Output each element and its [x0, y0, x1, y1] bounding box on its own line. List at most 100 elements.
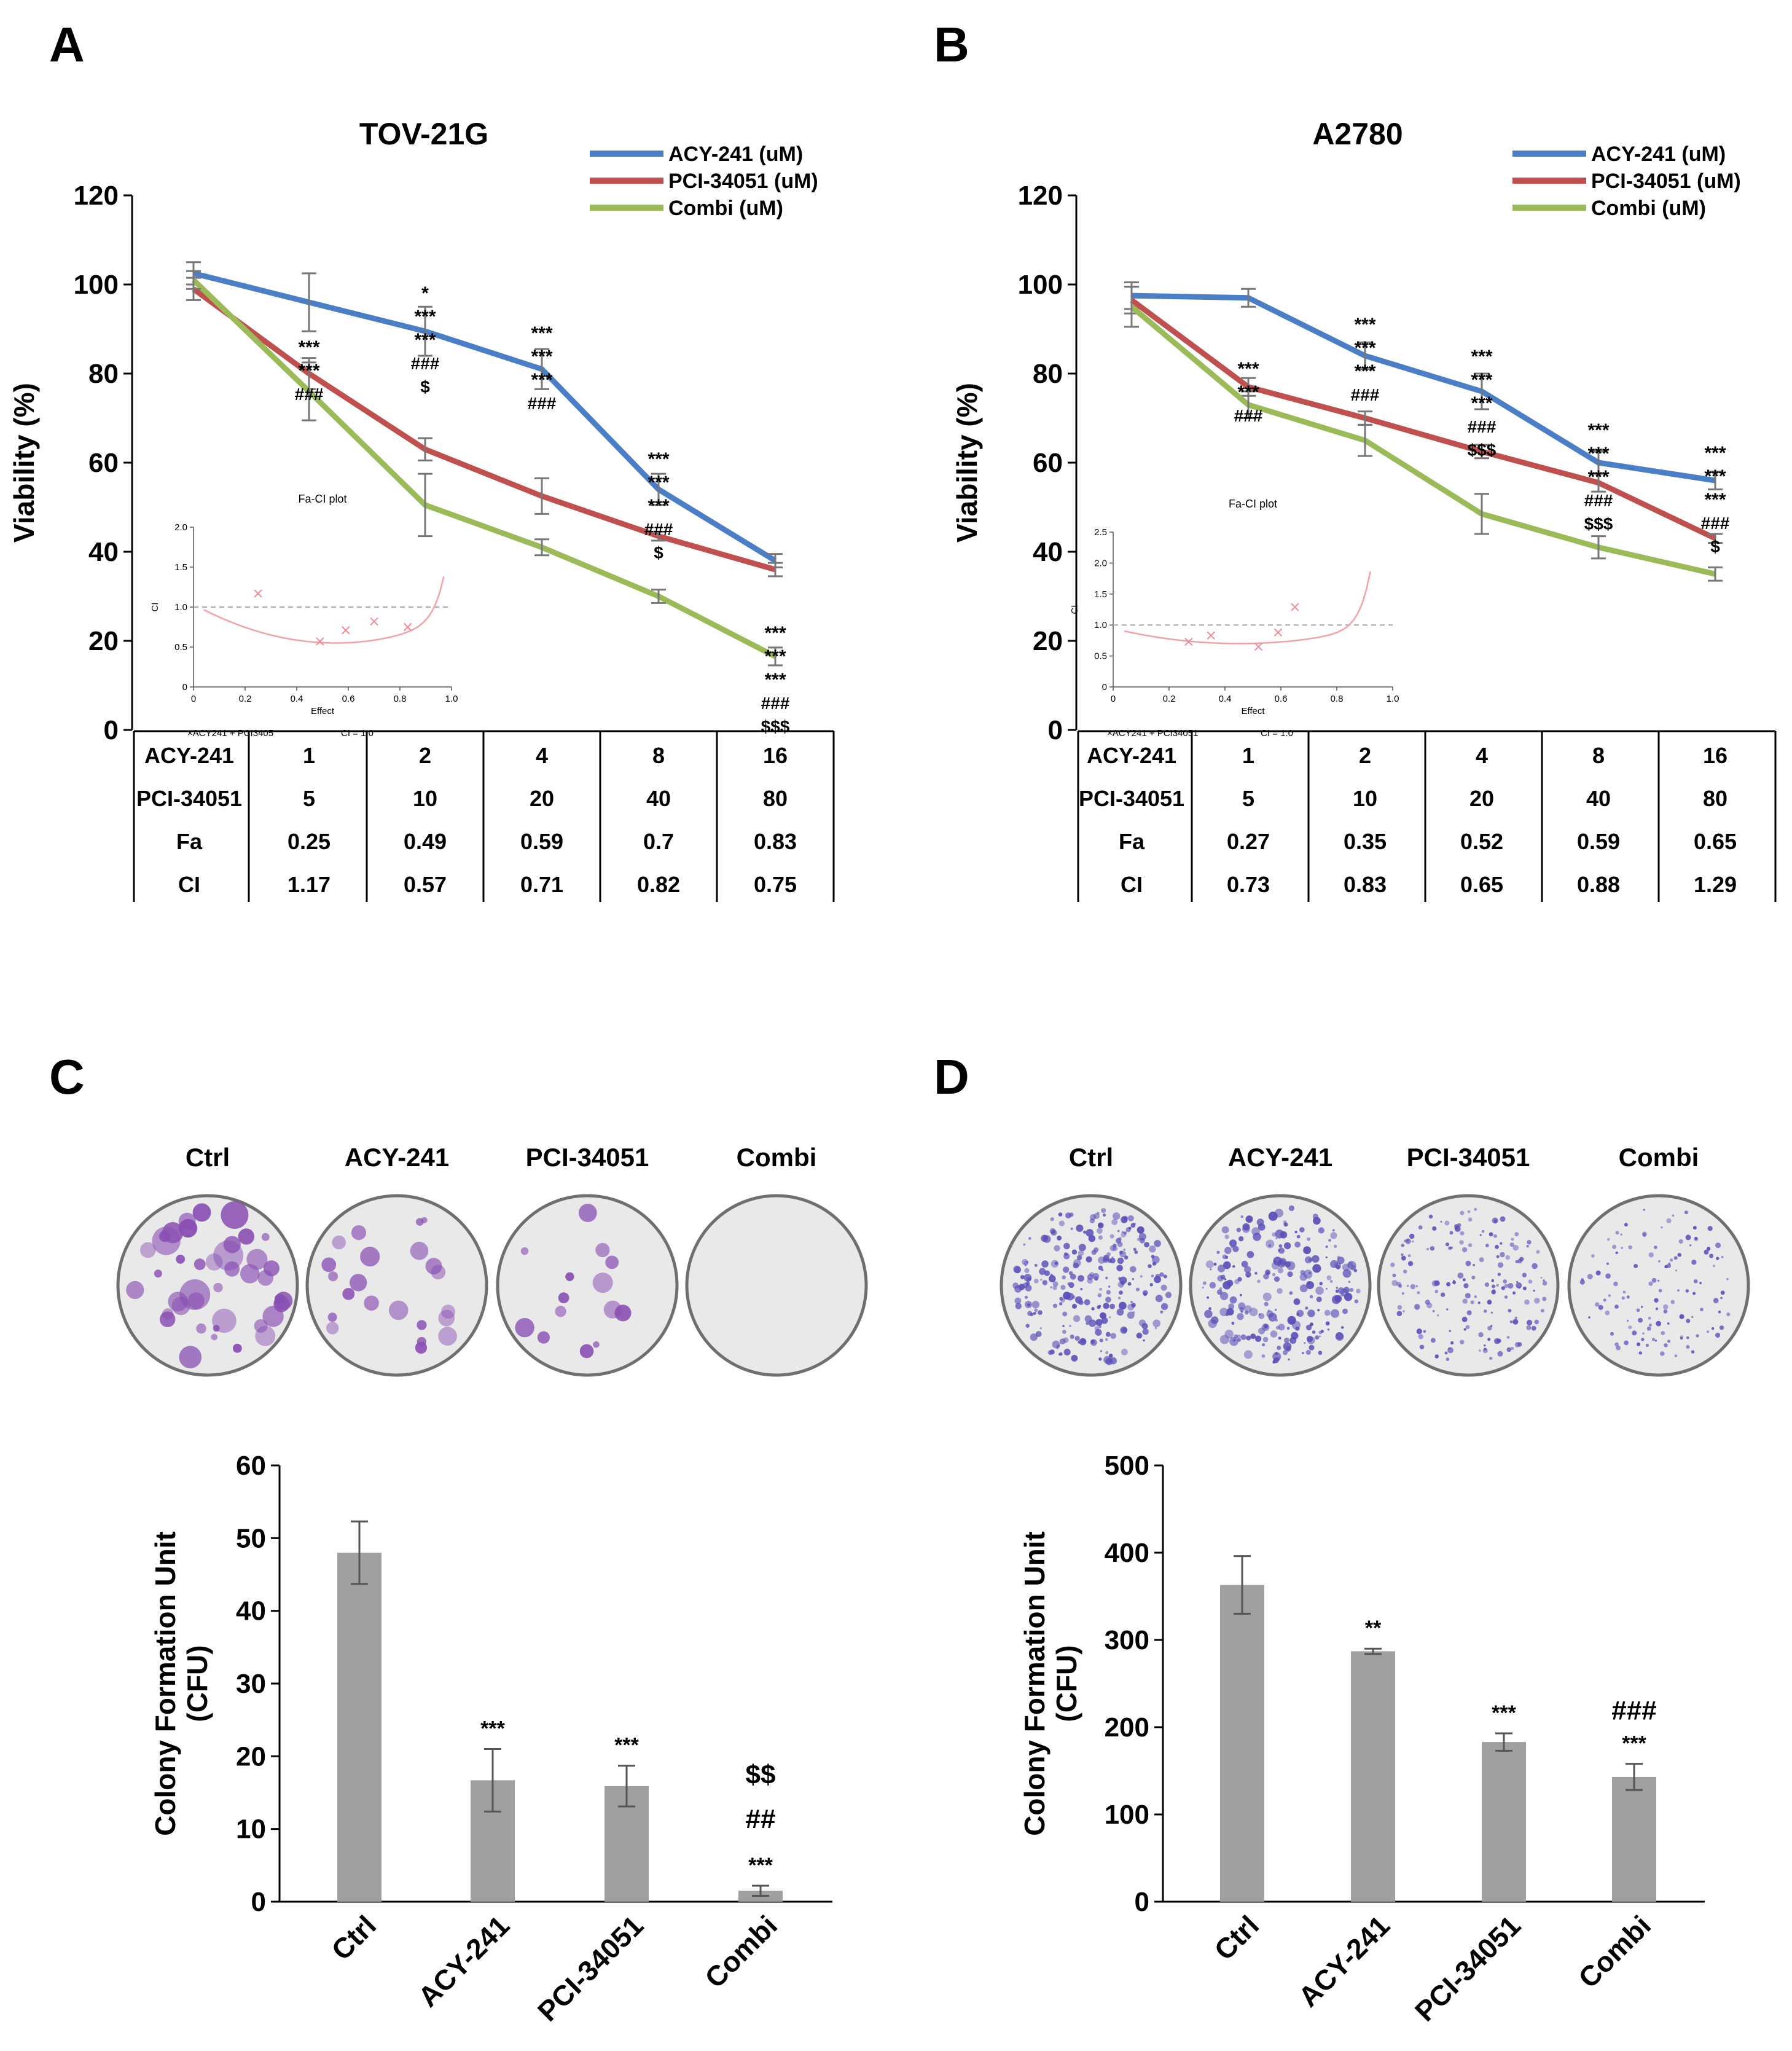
significance-annotation: ***	[1622, 1732, 1646, 1755]
colony	[1286, 1261, 1296, 1271]
colony	[1304, 1342, 1306, 1344]
dish-label-0: Ctrl	[1069, 1143, 1113, 1172]
colony	[1076, 1255, 1082, 1260]
table-cell: 4	[1476, 743, 1488, 768]
colony	[1078, 1250, 1084, 1257]
colony	[1715, 1332, 1721, 1338]
colony	[1231, 1322, 1235, 1325]
colony	[1307, 1281, 1311, 1285]
panel-letter-d: D	[934, 1049, 969, 1104]
colony	[1434, 1354, 1439, 1359]
colony	[1071, 1355, 1078, 1362]
colony	[154, 1269, 162, 1278]
colony	[1062, 1330, 1066, 1335]
colony	[1479, 1234, 1482, 1236]
colony	[1315, 1335, 1320, 1340]
error-bar	[1474, 493, 1489, 535]
colony	[1139, 1237, 1145, 1244]
table-cell: 0.25	[288, 829, 331, 854]
colony	[1595, 1270, 1601, 1276]
colony	[1050, 1217, 1054, 1222]
colony	[1667, 1322, 1670, 1325]
colony	[1278, 1324, 1285, 1331]
colony	[1042, 1280, 1048, 1285]
colony	[1229, 1336, 1238, 1346]
colony	[342, 1288, 355, 1300]
colony	[1414, 1304, 1420, 1310]
y-tick-label: 80	[1033, 359, 1063, 389]
y-axis-label: Viability (%)	[8, 383, 40, 543]
inset-data-point	[403, 622, 412, 632]
colony	[1440, 1220, 1442, 1223]
colony	[1109, 1357, 1117, 1365]
colony	[1614, 1304, 1619, 1309]
x-category-label: ACY-241	[1292, 1909, 1396, 2013]
colony	[1257, 1279, 1261, 1284]
table-row-label: Fa	[176, 829, 203, 854]
legend-label-0: ACY-241 (uM)	[1591, 143, 1726, 166]
colony	[1655, 1308, 1659, 1311]
colony	[1224, 1330, 1234, 1339]
significance-annotation: ***	[648, 473, 669, 493]
colony	[1444, 1351, 1448, 1355]
colony	[1097, 1212, 1100, 1215]
colony	[614, 1304, 632, 1322]
colony	[1693, 1279, 1698, 1284]
colony	[1490, 1311, 1493, 1314]
colony	[1080, 1287, 1083, 1291]
colony	[1327, 1328, 1330, 1331]
error-bar	[418, 305, 432, 357]
colony	[1391, 1280, 1398, 1287]
colony	[1236, 1334, 1241, 1339]
colony	[1423, 1330, 1426, 1333]
colony	[1103, 1303, 1109, 1309]
colony	[1642, 1332, 1645, 1335]
dishes-c-row: Ctrl ACY-241 PCI-34051 Combi	[116, 1143, 868, 1377]
colony	[1240, 1334, 1246, 1340]
colony	[1484, 1347, 1487, 1351]
colony	[1109, 1234, 1114, 1239]
chart-title: TOV-21G	[359, 117, 488, 151]
x-category-label: Ctrl	[325, 1909, 382, 1966]
colony	[1508, 1283, 1514, 1289]
colony	[1127, 1303, 1135, 1311]
series-line-1	[1130, 297, 1716, 541]
colony	[1072, 1295, 1076, 1299]
colony	[1608, 1294, 1611, 1297]
error-bar	[302, 361, 316, 422]
error-bar	[1234, 1555, 1251, 1615]
colony	[1100, 1312, 1107, 1319]
colony	[1514, 1232, 1519, 1237]
colony	[1024, 1295, 1028, 1299]
colony	[1121, 1348, 1128, 1355]
colony	[1468, 1243, 1473, 1247]
y-tick-label: 120	[74, 181, 119, 211]
y-axis-label-line1: Colony Formation Unit	[149, 1531, 181, 1836]
colony	[1434, 1290, 1438, 1293]
table-cell: 1.17	[288, 872, 331, 897]
significance-annotation: ***	[1354, 361, 1375, 382]
colony	[1328, 1239, 1331, 1242]
table-cell: 0.65	[1694, 829, 1737, 854]
colony	[1309, 1322, 1313, 1327]
colony	[1246, 1251, 1254, 1258]
colony	[1680, 1336, 1683, 1340]
colony	[1277, 1288, 1283, 1294]
colony	[1330, 1232, 1337, 1239]
colony	[1245, 1311, 1249, 1315]
colony	[1673, 1256, 1678, 1260]
colony	[1058, 1353, 1061, 1356]
colony	[1663, 1309, 1668, 1314]
colony	[1329, 1280, 1333, 1283]
table-cell: 0.83	[754, 829, 797, 854]
colony	[1500, 1242, 1503, 1245]
colony	[1696, 1334, 1699, 1338]
significance-annotation: ***	[414, 307, 436, 327]
inset-legend-reference: CI = 1.0	[1261, 728, 1293, 739]
colony	[1152, 1319, 1160, 1328]
y-tick-label: 60	[88, 448, 119, 478]
colony	[1052, 1340, 1060, 1349]
colony	[1138, 1319, 1146, 1327]
colony	[1099, 1287, 1103, 1291]
series-line-2	[1130, 304, 1716, 577]
